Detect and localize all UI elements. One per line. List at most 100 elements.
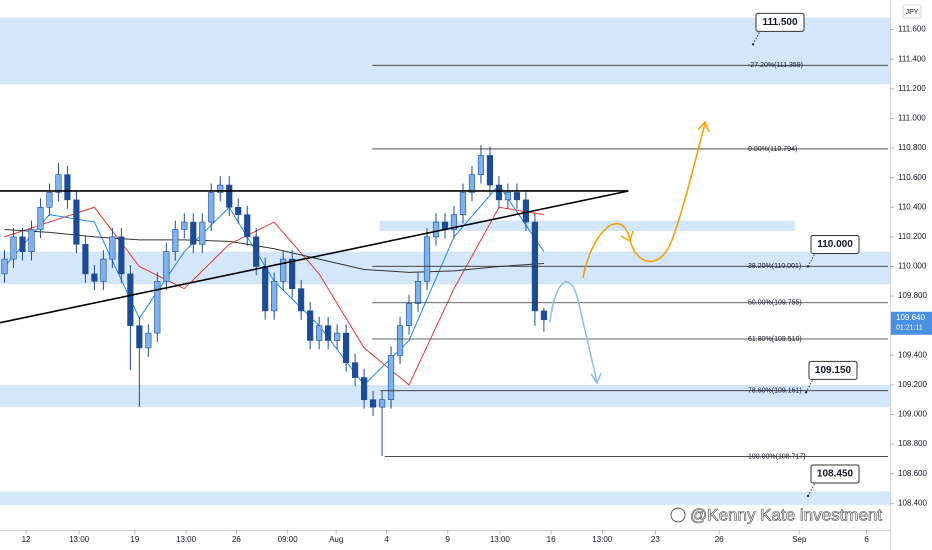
last-price-box bbox=[891, 311, 932, 335]
y-tick-label: 110.400 bbox=[898, 202, 927, 211]
candle-body bbox=[181, 221, 188, 230]
fib-label: 38.20%(110.001) bbox=[748, 263, 801, 270]
y-tick-label: 111.600 bbox=[898, 25, 926, 34]
candle-body bbox=[28, 229, 35, 252]
countdown: 01:21:11 bbox=[896, 325, 923, 332]
candle-body bbox=[244, 214, 251, 238]
x-tick-label: 12 bbox=[22, 535, 31, 544]
candle-body bbox=[1, 258, 8, 275]
y-tick-label: 109.200 bbox=[898, 380, 927, 389]
x-tick-label: 13:00 bbox=[176, 535, 197, 544]
candle-body bbox=[334, 332, 341, 341]
fib-label: -27.20%(111.359) bbox=[748, 62, 803, 69]
callout-pointer bbox=[807, 253, 816, 267]
candle-body bbox=[316, 325, 323, 341]
candle-body bbox=[289, 258, 296, 289]
candle-body bbox=[208, 192, 215, 223]
candle-body bbox=[522, 199, 529, 223]
candle-body bbox=[190, 221, 197, 245]
fib-label: 0.00%(110.794) bbox=[748, 146, 797, 153]
candle-body bbox=[199, 221, 206, 245]
x-tick-label: Aug bbox=[329, 535, 343, 544]
x-tick-label: 13:00 bbox=[592, 535, 613, 544]
candle-body bbox=[423, 236, 431, 282]
arrowhead bbox=[590, 372, 602, 385]
candle-body bbox=[369, 399, 377, 408]
callout-label: 109.150 bbox=[815, 365, 852, 376]
candle-body bbox=[19, 236, 26, 252]
candle-body bbox=[91, 273, 98, 282]
candle-body bbox=[10, 236, 17, 260]
candle-body bbox=[307, 310, 314, 341]
trendline bbox=[0, 190, 629, 324]
callout-box bbox=[810, 464, 860, 484]
fib-label: 78.60%(109.161) bbox=[748, 388, 802, 395]
candle-body bbox=[100, 258, 107, 282]
zone bbox=[0, 491, 890, 505]
candle-body bbox=[378, 399, 386, 408]
x-tick-label: 26 bbox=[715, 535, 724, 544]
currency-box bbox=[902, 4, 922, 19]
callout-label: 111.500 bbox=[762, 17, 797, 28]
candle-body bbox=[46, 192, 53, 208]
candle-body bbox=[55, 174, 62, 193]
fib-label: 100.00%(108.717) bbox=[748, 453, 806, 460]
candle-body bbox=[82, 243, 89, 275]
candle-body bbox=[468, 174, 476, 193]
candle-body bbox=[414, 280, 422, 304]
candle-body bbox=[450, 214, 458, 230]
x-tick-label: 19 bbox=[130, 535, 139, 544]
fib-label: 50.00%(109.755) bbox=[748, 300, 802, 307]
callout-pointer bbox=[752, 31, 761, 45]
y-tick-label: 108.400 bbox=[898, 498, 927, 507]
callout-pointer bbox=[807, 482, 816, 497]
y-tick-label: 111.200 bbox=[898, 84, 926, 93]
candle-body bbox=[280, 258, 287, 282]
callout-box bbox=[810, 234, 860, 254]
candle-body bbox=[226, 184, 233, 208]
zone bbox=[379, 220, 795, 231]
projection-down bbox=[549, 281, 598, 383]
y-tick-label: 110.800 bbox=[898, 143, 927, 152]
y-tick-label: 111.400 bbox=[898, 54, 926, 63]
x-tick-label: Sep bbox=[792, 535, 807, 544]
callout-tip bbox=[804, 391, 808, 394]
candle-body bbox=[459, 192, 467, 215]
x-tick-label: 13:00 bbox=[69, 535, 90, 544]
candle-body bbox=[73, 199, 80, 245]
candle-body bbox=[343, 332, 350, 364]
watermark-icon bbox=[670, 507, 686, 523]
candle-body bbox=[504, 192, 512, 201]
candle-body bbox=[109, 236, 116, 260]
candle-body bbox=[154, 280, 161, 334]
callout-tip bbox=[806, 265, 810, 268]
x-tick-label: 09:00 bbox=[278, 535, 299, 544]
annotations: 111.500 110.000 109.150 108.450 bbox=[751, 12, 860, 498]
fib-label: 61.80%(109.510) bbox=[748, 336, 802, 343]
y-tick-label: 111.000 bbox=[898, 114, 926, 123]
candle-body bbox=[217, 184, 224, 193]
y-tick-label: 110.200 bbox=[898, 232, 927, 241]
callout-tip bbox=[751, 43, 755, 46]
candle-body bbox=[486, 155, 494, 186]
candle-body bbox=[235, 206, 242, 215]
drawings: -27.20%(111.359) 0.00%(110.794) 38.20%(110… bbox=[0, 62, 888, 460]
candle-body bbox=[37, 206, 44, 230]
callout-label: 110.000 bbox=[817, 239, 853, 250]
candle-body bbox=[262, 266, 269, 312]
y-tick-label: 108.600 bbox=[898, 469, 927, 478]
callout-box bbox=[755, 12, 805, 32]
candle-body bbox=[405, 303, 413, 326]
candle-body bbox=[387, 355, 395, 401]
candle-body bbox=[495, 184, 503, 201]
x-tick-label: 26 bbox=[232, 535, 241, 544]
candle-body bbox=[298, 288, 305, 312]
axes: 108.400 108.600 108.800 109.000 109.200 109.4… bbox=[22, 25, 932, 544]
y-tick-label: 110.600 bbox=[898, 173, 927, 182]
candle-body bbox=[432, 221, 440, 238]
candle-body bbox=[352, 362, 359, 378]
candle-body bbox=[136, 325, 143, 349]
x-tick-label: 6 bbox=[864, 535, 869, 544]
y-tick-label: 109.800 bbox=[898, 291, 927, 300]
